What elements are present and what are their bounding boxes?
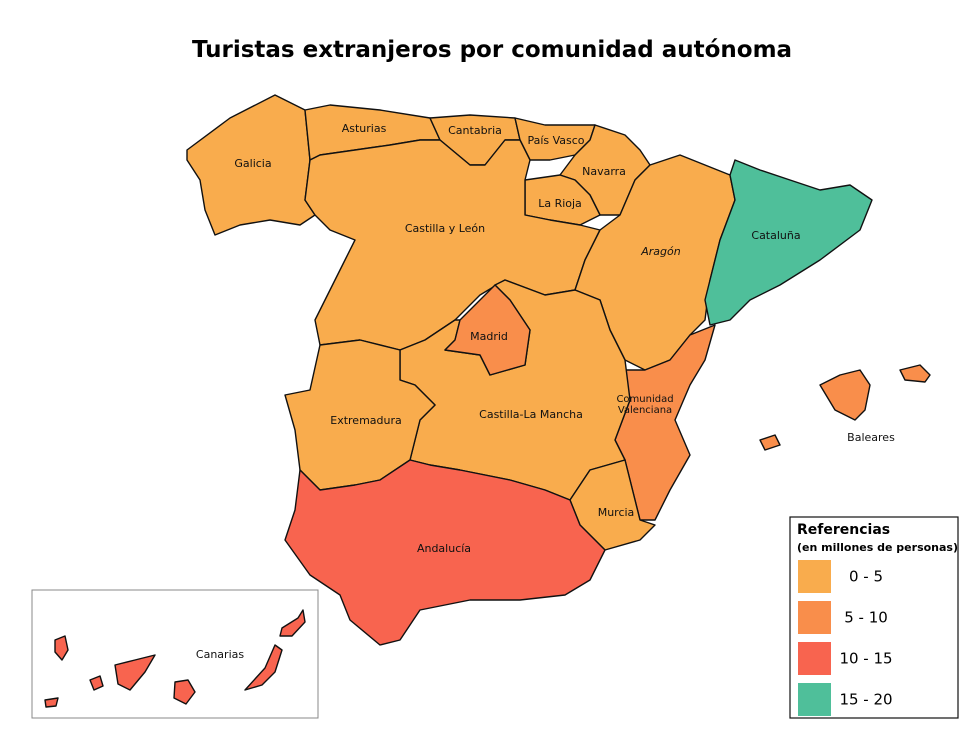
legend: Referencias (en millones de personas) 0 … bbox=[789, 516, 959, 719]
region-label: Aragón bbox=[640, 245, 681, 258]
region-label: La Rioja bbox=[538, 197, 582, 210]
region-label: Comunidad bbox=[616, 394, 673, 405]
region-label: Murcia bbox=[598, 506, 635, 519]
region-label: Castilla y León bbox=[405, 222, 485, 235]
legend-label: 5 - 10 bbox=[844, 609, 888, 627]
region-label: Cantabria bbox=[448, 124, 502, 137]
region-shape bbox=[44, 609, 306, 708]
legend-swatch bbox=[798, 560, 831, 593]
legend-label: 10 - 15 bbox=[839, 650, 892, 668]
legend-swatch bbox=[798, 601, 831, 634]
region-label: Cataluña bbox=[751, 229, 800, 242]
legend-subtitle: (en millones de personas) bbox=[797, 541, 958, 554]
region-label: País Vasco bbox=[527, 134, 584, 147]
region-shape bbox=[284, 459, 606, 646]
region-label: Andalucía bbox=[417, 542, 471, 555]
legend-swatch bbox=[798, 642, 831, 675]
region-shape bbox=[186, 94, 316, 236]
region-shape bbox=[704, 159, 873, 326]
region-shape bbox=[614, 324, 716, 521]
legend-swatch bbox=[798, 683, 831, 716]
inset-frame bbox=[31, 589, 319, 719]
region-shape bbox=[444, 284, 531, 376]
region-label: Madrid bbox=[470, 330, 508, 343]
region-label: Extremadura bbox=[330, 414, 402, 427]
regions bbox=[31, 94, 931, 719]
legend-label: 15 - 20 bbox=[839, 691, 892, 709]
region-label: Navarra bbox=[582, 165, 626, 178]
legend-title: Referencias bbox=[797, 522, 890, 538]
region-label: Asturias bbox=[342, 122, 387, 135]
legend-label: 0 - 5 bbox=[849, 568, 883, 586]
region-label: Castilla-La Mancha bbox=[479, 408, 583, 421]
title: Turistas extranjeros por comunidad autón… bbox=[192, 37, 792, 63]
region-label: Canarias bbox=[196, 648, 244, 661]
legend-items: 0 - 5 5 - 10 10 - 15 15 - 20 bbox=[798, 560, 893, 716]
region-label: Galicia bbox=[234, 157, 271, 170]
region-shape bbox=[759, 364, 931, 451]
region-label: Baleares bbox=[847, 431, 895, 444]
region-label: Valenciana bbox=[618, 405, 672, 416]
region-labels: Galicia Asturias Cantabria País Vasco Na… bbox=[196, 122, 895, 661]
